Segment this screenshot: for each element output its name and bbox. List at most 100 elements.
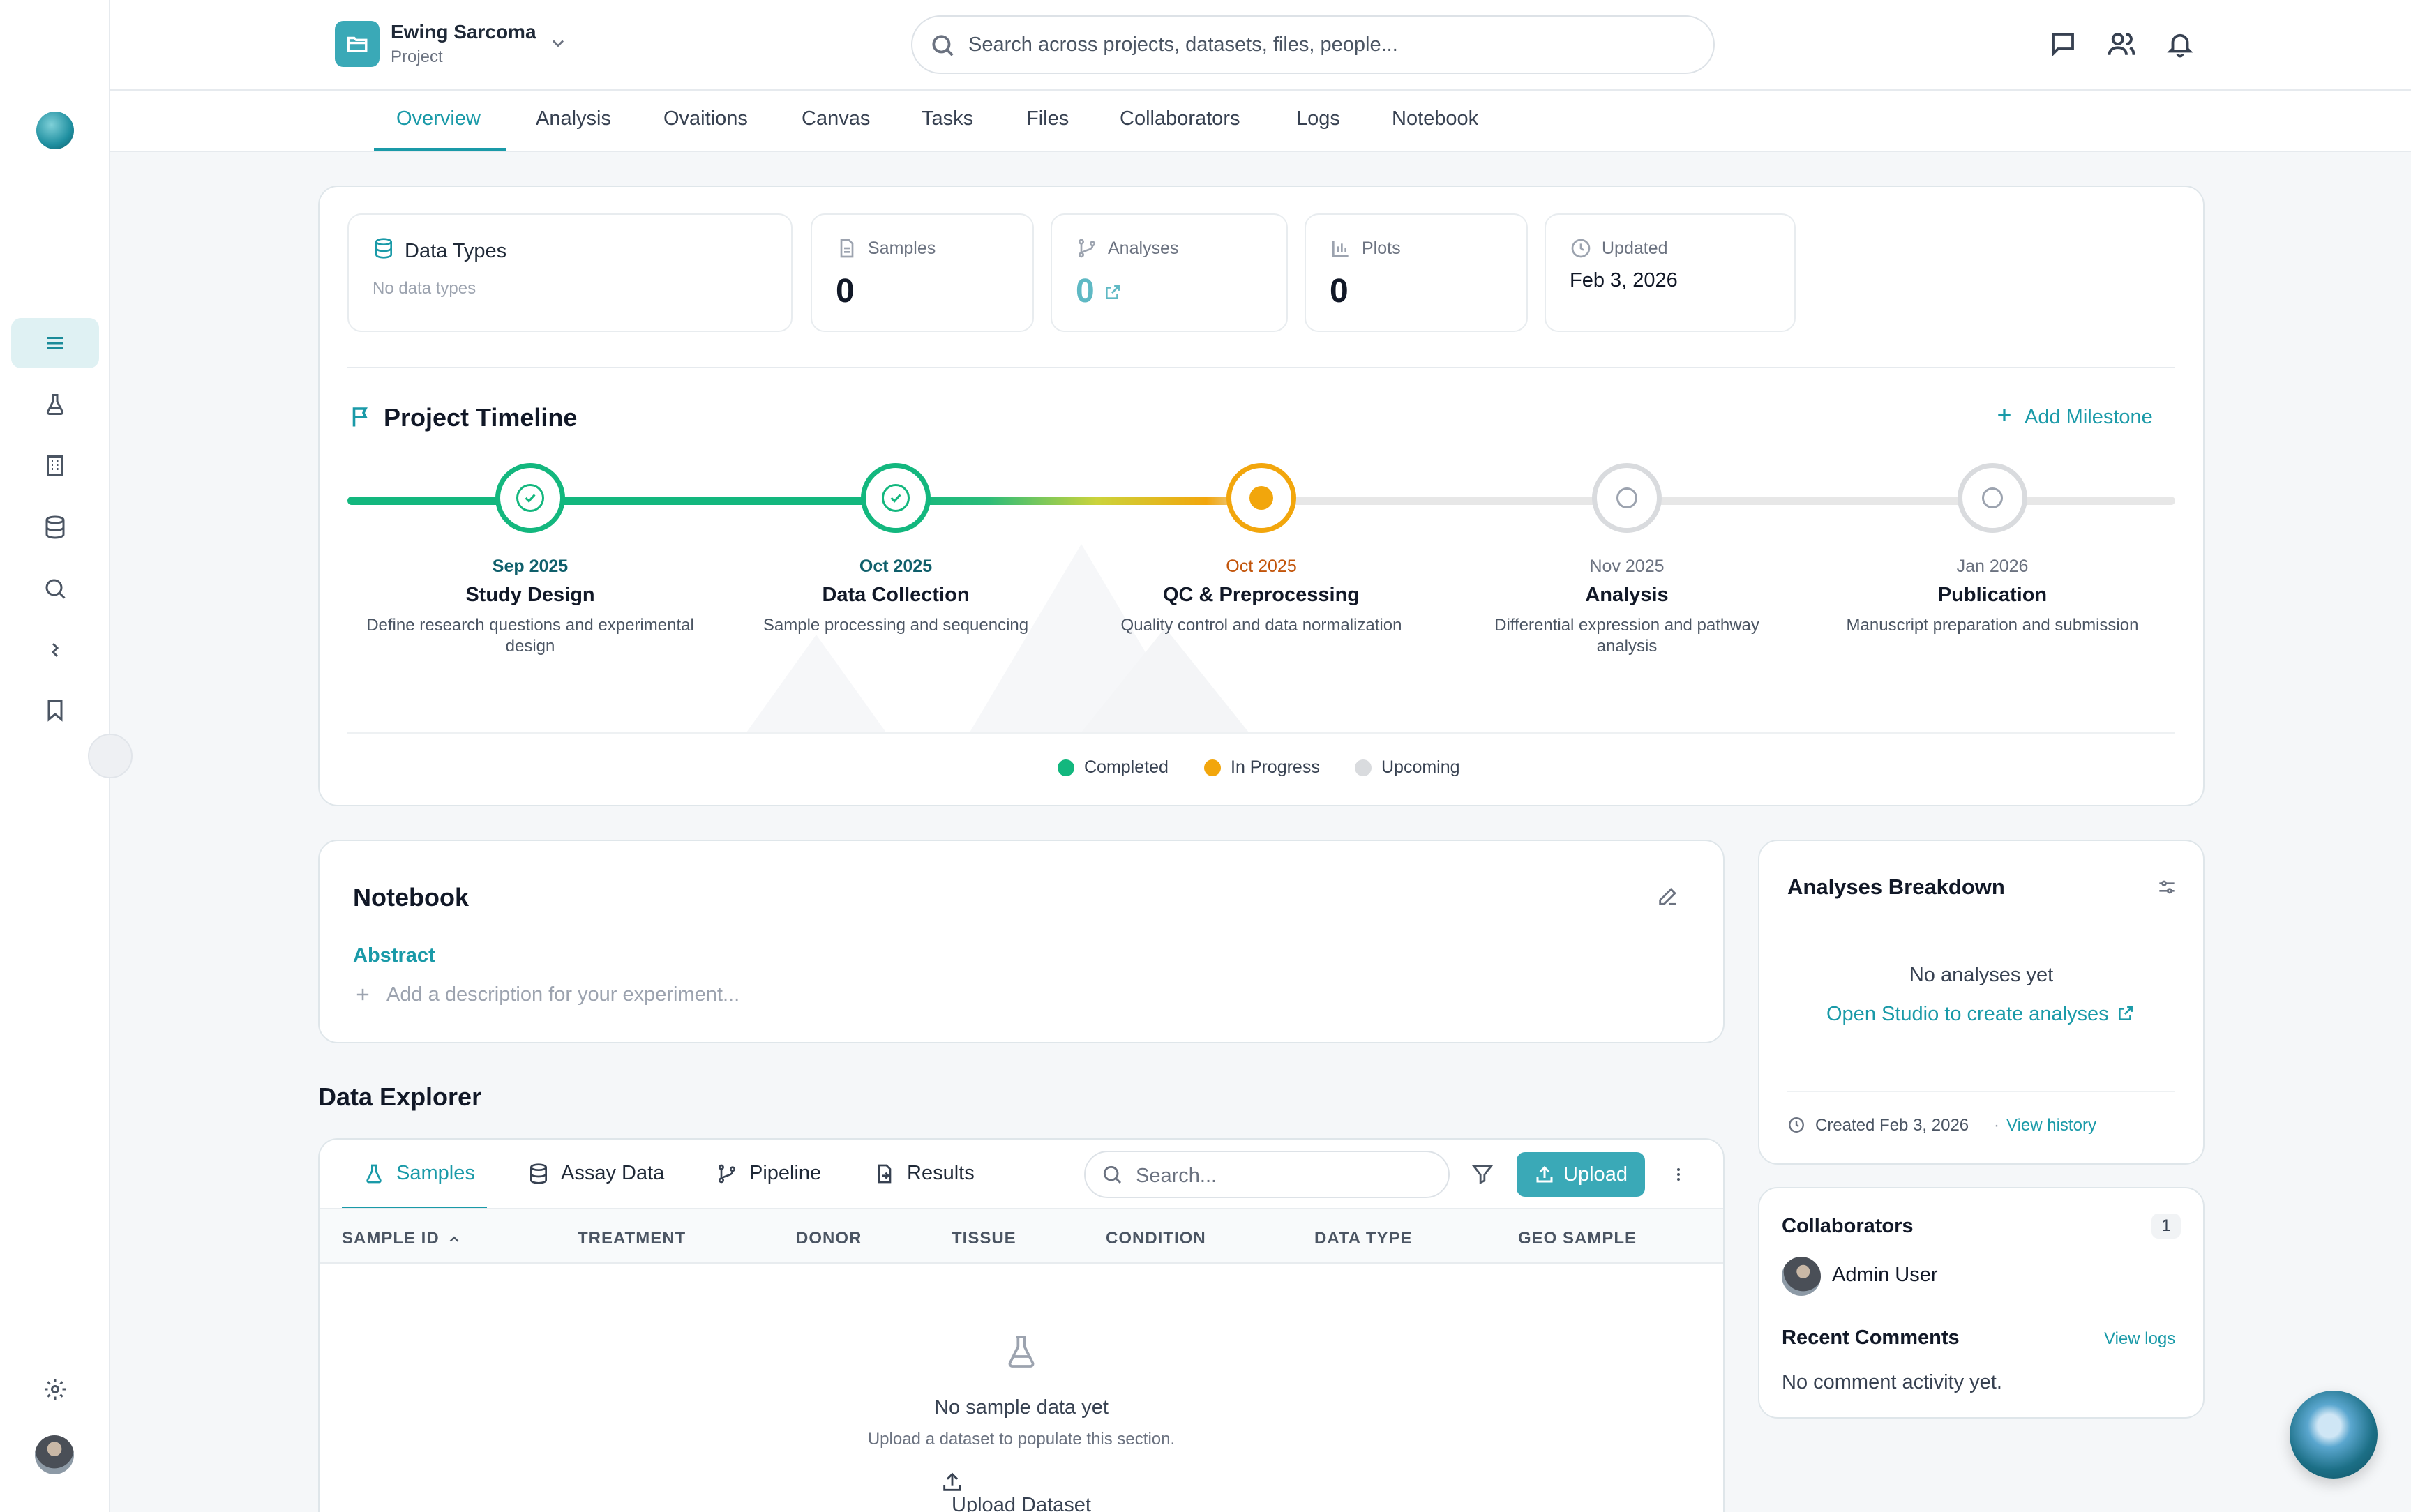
bookmark-icon[interactable]: [11, 685, 99, 735]
add-milestone-button[interactable]: Add Milestone: [2025, 406, 2153, 428]
tab-tasks[interactable]: Tasks: [922, 107, 974, 130]
search-icon[interactable]: [11, 564, 99, 614]
chevron-down-icon[interactable]: [548, 33, 568, 53]
milestone-date: Nov 2025: [1589, 557, 1665, 576]
users-icon[interactable]: [2107, 29, 2136, 59]
milestone-node-4[interactable]: [1592, 463, 1662, 533]
analyses-value[interactable]: 0: [1076, 273, 1095, 310]
tab-collaborators[interactable]: Collaborators: [1120, 107, 1240, 130]
tab-notebook[interactable]: Notebook: [1392, 107, 1479, 130]
column-treatment[interactable]: TREATMENT: [578, 1229, 686, 1248]
explorer-tab-samples[interactable]: Samples: [363, 1162, 475, 1185]
notebook-placeholder[interactable]: Add a description for your experiment...: [386, 983, 740, 1006]
milestone-title: Study Design: [465, 584, 595, 606]
legend-divider: [347, 732, 2175, 734]
folder-icon: [335, 21, 380, 67]
upcoming-dot: [1355, 759, 1372, 776]
sliders-icon[interactable]: [2156, 876, 2178, 898]
flask-icon[interactable]: [11, 379, 99, 430]
explorer-search-input[interactable]: Search...: [1084, 1151, 1450, 1198]
bell-icon[interactable]: [2165, 29, 2195, 59]
message-icon[interactable]: [2048, 29, 2078, 59]
milestone-date: Jan 2026: [1956, 557, 2029, 576]
milestone-desc: Sample processing and sequencing: [763, 616, 1029, 635]
assistant-bubble[interactable]: [2290, 1391, 2378, 1479]
menu-icon[interactable]: [11, 318, 99, 368]
explorer-search-placeholder: Search...: [1136, 1165, 1217, 1187]
column-condition[interactable]: CONDITION: [1106, 1229, 1206, 1248]
plots-value: 0: [1330, 273, 1349, 310]
tab-logs[interactable]: Logs: [1296, 107, 1340, 130]
milestone-date: Sep 2025: [492, 557, 569, 576]
upload-dataset-button[interactable]: Upload Dataset: [952, 1494, 1091, 1512]
external-link-icon[interactable]: [2117, 1004, 2135, 1022]
comments-empty: No comment activity yet.: [1782, 1371, 2002, 1393]
git-branch-icon: [1076, 237, 1098, 259]
collaborators-card: Collaborators 1 Admin User Recent Commen…: [1758, 1187, 2205, 1419]
clock-icon: [1570, 237, 1592, 259]
edit-icon[interactable]: [1656, 884, 1680, 908]
view-logs-link[interactable]: View logs: [2104, 1329, 2176, 1348]
milestone-title: QC & Preprocessing: [1162, 584, 1360, 606]
legend-label: Completed: [1084, 757, 1169, 777]
plus-icon[interactable]: [1994, 405, 2015, 425]
created-date: Created Feb 3, 2026: [1815, 1116, 1969, 1135]
milestone-node-1[interactable]: [495, 463, 565, 533]
milestone-4: Nov 2025 Analysis Differential expressio…: [1463, 557, 1791, 657]
milestone-title: Analysis: [1585, 584, 1669, 606]
column-geo-sample[interactable]: GEO SAMPLE: [1518, 1229, 1637, 1248]
tab-canvas[interactable]: Canvas: [802, 107, 871, 130]
milestone-2: Oct 2025 Data Collection Sample processi…: [732, 557, 1060, 636]
milestone-desc: Manuscript preparation and submission: [1846, 616, 2139, 635]
tab-label: Pipeline: [749, 1162, 822, 1184]
upload-icon[interactable]: [940, 1470, 964, 1494]
global-search-input[interactable]: Search across projects, datasets, files,…: [911, 15, 1715, 74]
view-history-link[interactable]: View history: [2006, 1116, 2096, 1135]
chevron-up-icon: [449, 1236, 459, 1242]
milestone-node-3[interactable]: [1226, 463, 1296, 533]
activity-icon[interactable]: [11, 625, 99, 675]
search-icon: [1103, 1165, 1122, 1184]
tab-ovaitions[interactable]: Ovaitions: [663, 107, 748, 130]
updated-value: Feb 3, 2026: [1570, 269, 1678, 292]
samples-label: Samples: [868, 239, 936, 258]
column-donor[interactable]: DONOR: [796, 1229, 862, 1248]
section-divider: [347, 367, 2175, 368]
settings-icon[interactable]: [11, 1364, 99, 1414]
column-sample-id[interactable]: SAMPLE ID: [342, 1229, 462, 1248]
tab-analysis[interactable]: Analysis: [536, 107, 611, 130]
collaborator-avatar[interactable]: [1782, 1257, 1821, 1296]
project-name[interactable]: Ewing Sarcoma: [391, 21, 536, 43]
flask-icon: [366, 1164, 382, 1183]
column-tissue[interactable]: TISSUE: [952, 1229, 1016, 1248]
legend-label: Upcoming: [1381, 757, 1460, 777]
stat-analyses[interactable]: Analyses 0: [1051, 213, 1288, 332]
open-studio-link[interactable]: Open Studio to create analyses: [1826, 1003, 2109, 1025]
more-vertical-icon[interactable]: [1670, 1161, 1687, 1188]
abstract-section[interactable]: Abstract: [353, 944, 435, 967]
filter-icon[interactable]: [1471, 1162, 1494, 1186]
explorer-tab-assay-data[interactable]: Assay Data: [527, 1162, 664, 1185]
explorer-tab-results[interactable]: Results: [873, 1162, 975, 1185]
plus-icon[interactable]: [353, 985, 373, 1004]
app-logo[interactable]: [36, 112, 74, 149]
milestone-node-5[interactable]: [1958, 463, 2027, 533]
external-link-icon[interactable]: [1104, 283, 1122, 301]
milestone-node-2[interactable]: [861, 463, 931, 533]
collaborator-name[interactable]: Admin User: [1832, 1264, 1938, 1286]
user-avatar[interactable]: [35, 1435, 74, 1474]
explorer-tab-pipeline[interactable]: Pipeline: [716, 1162, 821, 1185]
sidebar-collapse-handle[interactable]: [88, 734, 133, 778]
project-type: Project: [391, 47, 443, 66]
milestone-desc: Define research questions and experiment…: [366, 616, 694, 656]
building-icon[interactable]: [11, 441, 99, 491]
tab-files[interactable]: Files: [1026, 107, 1069, 130]
column-data-type[interactable]: DATA TYPE: [1314, 1229, 1413, 1248]
collaborators-count-badge: 1: [2151, 1214, 2181, 1239]
mountain-watermark: [746, 544, 1249, 732]
database-icon[interactable]: [11, 502, 99, 552]
tab-overview[interactable]: Overview: [396, 107, 481, 130]
check-icon: [525, 494, 536, 503]
upload-button[interactable]: Upload: [1517, 1152, 1645, 1197]
data-explorer-title: Data Explorer: [318, 1082, 482, 1111]
